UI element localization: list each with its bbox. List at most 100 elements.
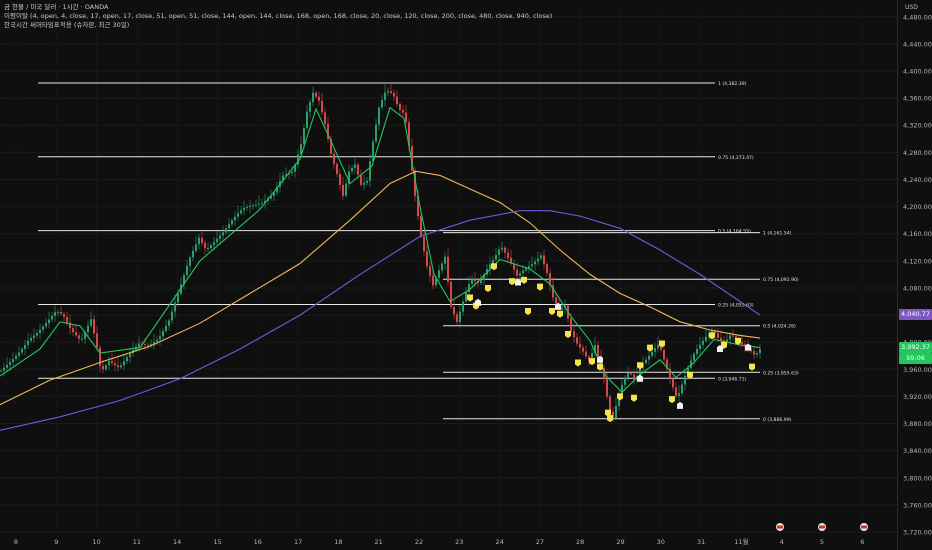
y-tick-label: 4,240.00	[903, 176, 932, 184]
candle-body	[261, 202, 263, 204]
candle-body	[552, 285, 554, 298]
candle-body	[498, 249, 500, 255]
candle-body	[360, 174, 362, 185]
y-tick-label: 3,720.00	[903, 529, 932, 537]
candle-body	[51, 315, 53, 320]
x-tick-label: 18	[334, 538, 342, 546]
candle-body	[570, 318, 572, 332]
x-tick-label: 15	[213, 538, 221, 546]
signal-marker-yellow	[709, 332, 715, 340]
candle-body	[609, 396, 611, 413]
y-tick-label: 4,080.00	[903, 284, 932, 292]
candle-body	[333, 153, 335, 164]
candle-body	[651, 351, 653, 356]
signal-marker-yellow	[749, 363, 755, 371]
candle-body	[525, 268, 527, 271]
candle-body	[492, 259, 494, 265]
candle-body	[660, 344, 662, 350]
candle-body	[195, 244, 197, 251]
candle-body	[24, 344, 26, 349]
candle-body	[207, 248, 209, 250]
candle-body	[408, 122, 410, 147]
candle-body	[186, 265, 188, 276]
candle-body	[234, 216, 236, 221]
candle-body	[99, 347, 101, 366]
candle-body	[381, 100, 383, 108]
candle-body	[726, 339, 728, 342]
candle-body	[627, 372, 629, 378]
candle-body	[702, 340, 704, 345]
candle-body	[720, 337, 722, 341]
candle-body	[114, 363, 116, 366]
candle-body	[3, 367, 5, 371]
y-tick-label: 4,440.00	[903, 40, 932, 48]
candle-body	[513, 263, 515, 270]
signal-marker-yellow	[485, 284, 491, 292]
candle-body	[30, 337, 32, 341]
indicator-legend-ma[interactable]: 이평이탈 (4, open, 4, close, 17, open, 17, c…	[4, 12, 553, 20]
chart-legend: 금 현물 / 미국 달러 · 1시간 · OANDA 이평이탈 (4, open…	[4, 3, 552, 30]
symbol-legend[interactable]: 금 현물 / 미국 달러 · 1시간 · OANDA	[4, 3, 109, 11]
candle-body	[546, 264, 548, 274]
signal-marker-white	[717, 344, 723, 352]
candle-body	[531, 264, 533, 267]
candle-body	[489, 264, 491, 269]
candle-body	[576, 337, 578, 344]
candle-body	[147, 344, 149, 346]
candle-body	[294, 164, 296, 172]
fib-level-label: 0.25 (4,055.63)	[718, 302, 754, 308]
indicator-legend-session[interactable]: 한국시간 써머타임표적용 (슈자판, 최근 30일)	[4, 21, 130, 29]
candle-body	[39, 329, 41, 333]
candle-body	[450, 281, 452, 307]
candle-body	[120, 365, 122, 368]
x-tick-label: 16	[254, 538, 262, 546]
candle-body	[75, 332, 77, 336]
candle-body	[297, 154, 299, 165]
x-tick-label: 11	[133, 538, 141, 546]
fib-level-label: 0.5 (4,024.26)	[763, 324, 796, 330]
signal-marker-white	[597, 355, 603, 363]
candle-body	[315, 92, 317, 97]
candle-body	[654, 348, 656, 352]
y-tick-label: 4,200.00	[903, 203, 932, 211]
candle-body	[438, 270, 440, 278]
candle-body	[270, 196, 272, 199]
candle-body	[18, 352, 20, 356]
live-price-badge: 3,992.37	[899, 341, 932, 353]
candle-body	[417, 195, 419, 217]
candle-body	[165, 325, 167, 332]
candle-body	[150, 344, 152, 346]
candle-body	[375, 124, 377, 142]
candle-body	[591, 353, 593, 362]
signal-marker-yellow	[669, 396, 675, 404]
x-tick-label: 14	[173, 538, 181, 546]
currency-label[interactable]: USD	[905, 4, 918, 11]
x-tick-label: 28	[576, 538, 584, 546]
fib-level-label: 0.75 (4,273.47)	[718, 155, 754, 161]
candle-body	[732, 335, 734, 337]
candle-body	[429, 266, 431, 276]
x-tick-label: 21	[375, 538, 383, 546]
candle-body	[501, 247, 503, 250]
candle-body	[93, 319, 95, 334]
candle-body	[15, 355, 17, 359]
candle-body	[459, 311, 461, 322]
candle-body	[45, 323, 47, 327]
candle-body	[435, 277, 437, 286]
y-tick-label: 3,920.00	[903, 393, 932, 401]
fib-level-label: 0 (3,946.71)	[718, 376, 747, 382]
candle-body	[711, 330, 713, 334]
candle-body	[240, 210, 242, 214]
candle-body	[630, 372, 632, 375]
candle-body	[321, 100, 323, 113]
candle-body	[183, 275, 185, 285]
candle-body	[210, 245, 212, 249]
current-price-badge: 4,040.77	[899, 309, 932, 321]
candle-body	[402, 109, 404, 113]
candle-body	[111, 361, 113, 364]
candle-body	[540, 255, 542, 259]
candle-body	[663, 349, 665, 360]
y-tick-label: 3,800.00	[903, 474, 932, 482]
